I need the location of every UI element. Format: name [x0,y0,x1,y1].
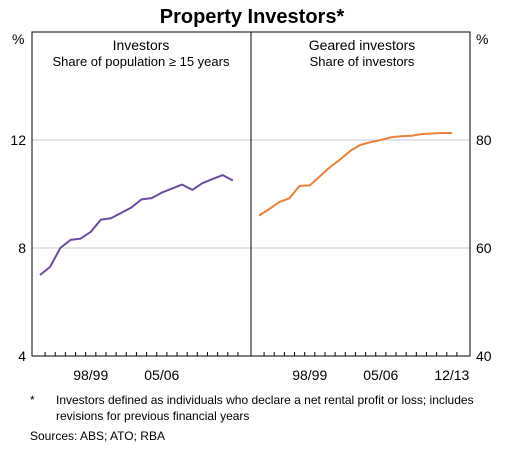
right-y-tick-label: 60 [476,240,492,256]
panel-left-subtitle: Share of population ≥ 15 years [53,54,230,69]
panel-right-title: Geared investors [309,37,416,53]
left-y-tick-label: 12 [10,132,26,148]
right-y-tick-label: 80 [476,132,492,148]
series-lines [39,132,452,276]
investors-series-line [39,174,234,276]
x-ticks: 98/99 05/06 98/99 05/06 12/13 [44,352,470,383]
chart-footer: * Investors defined as individuals who d… [30,392,500,444]
left-y-tick-label: 4 [18,348,26,364]
x-tick-label: 98/99 [73,367,108,383]
right-axis-unit: % [476,31,488,47]
footnote-marker: * [30,393,35,407]
sources-note: Sources: ABS; ATO; RBA [30,429,165,443]
geared-investors-series-line [258,132,452,217]
y-tick-labels: 4 8 12 40 60 80 [10,132,491,364]
left-axis-unit: % [12,31,24,47]
chart-title: Property Investors* [160,6,345,28]
x-tick-label: 98/99 [292,367,327,383]
x-tick-label: 05/06 [363,367,398,383]
left-y-tick-label: 8 [18,240,26,256]
footnote-text: Investors defined as individuals who dec… [56,393,474,423]
panel-right-subtitle: Share of investors [310,54,415,69]
chart: Property Investors* % % Investors Share … [10,6,491,383]
panel-left-title: Investors [113,37,170,53]
x-tick-label: 12/13 [434,367,469,383]
x-tick-label: 05/06 [144,367,179,383]
footnote: * Investors defined as individuals who d… [30,392,500,424]
right-y-tick-label: 40 [476,348,492,364]
